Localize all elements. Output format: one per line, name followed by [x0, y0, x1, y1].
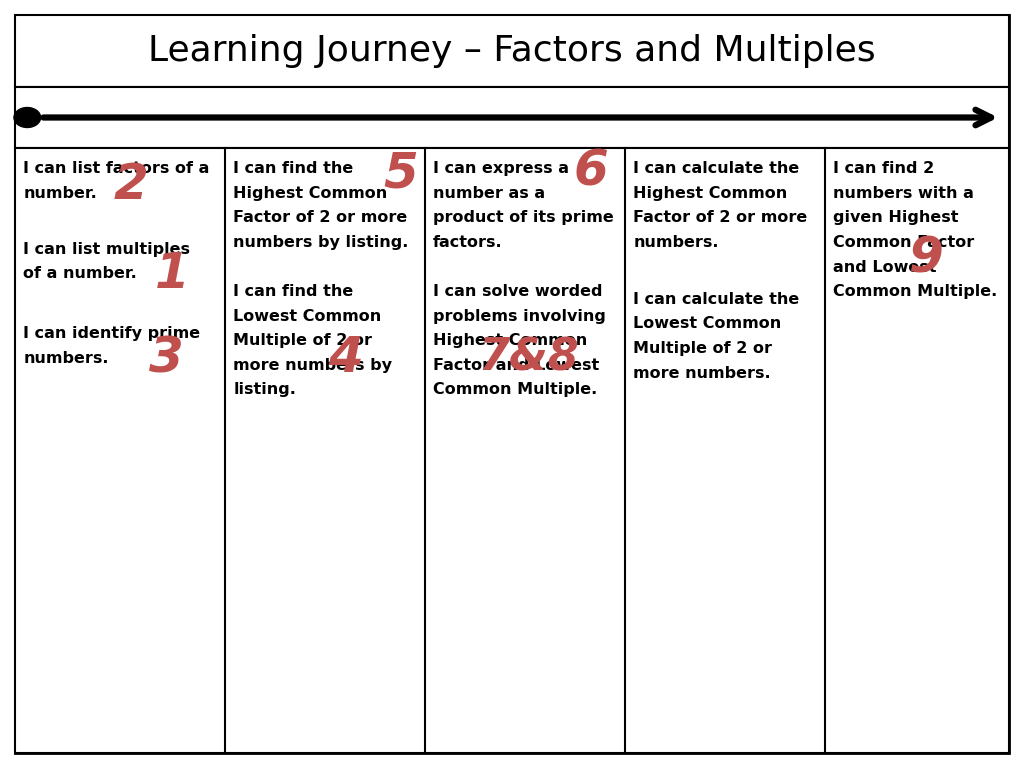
Text: I can calculate the: I can calculate the	[633, 161, 800, 177]
Text: I can list multiples: I can list multiples	[24, 242, 190, 257]
Text: Common Multiple.: Common Multiple.	[433, 382, 597, 398]
Text: numbers.: numbers.	[633, 235, 719, 250]
Text: product of its prime: product of its prime	[433, 210, 614, 226]
Text: I can express a: I can express a	[433, 161, 569, 177]
Text: Factor of 2 or more: Factor of 2 or more	[233, 210, 408, 226]
Text: number as a: number as a	[433, 186, 546, 201]
Text: more numbers.: more numbers.	[633, 366, 771, 381]
Text: 2: 2	[113, 161, 147, 209]
Text: 9: 9	[909, 234, 943, 283]
Text: I can solve worded: I can solve worded	[433, 284, 603, 300]
Text: more numbers by: more numbers by	[233, 358, 392, 373]
Text: Factor of 2 or more: Factor of 2 or more	[633, 210, 808, 226]
Text: Common Multiple.: Common Multiple.	[834, 284, 997, 300]
Text: of a number.: of a number.	[24, 266, 137, 282]
Text: 6: 6	[573, 147, 608, 195]
Text: and Lowest: and Lowest	[834, 260, 937, 275]
Text: 4: 4	[328, 334, 362, 382]
Text: Highest Common: Highest Common	[433, 333, 588, 349]
Text: Multiple of 2 or: Multiple of 2 or	[633, 341, 772, 356]
Text: I can find 2: I can find 2	[834, 161, 935, 177]
Text: number.: number.	[24, 186, 97, 201]
Text: numbers with a: numbers with a	[834, 186, 974, 201]
Text: given Highest: given Highest	[834, 210, 958, 226]
Text: Factor and Lowest: Factor and Lowest	[433, 358, 599, 373]
Text: I can calculate the: I can calculate the	[633, 292, 800, 307]
Text: Learning Journey – Factors and Multiples: Learning Journey – Factors and Multiples	[148, 34, 876, 68]
Text: Common Factor: Common Factor	[834, 235, 975, 250]
Bar	[15, 15, 1009, 87]
Text: Lowest Common: Lowest Common	[233, 309, 382, 324]
Text: numbers.: numbers.	[24, 351, 109, 366]
Text: I can identify prime: I can identify prime	[24, 326, 201, 342]
Text: 5: 5	[384, 150, 419, 198]
Text: 7&8: 7&8	[478, 336, 580, 379]
Bar	[15, 87, 1009, 148]
Text: Lowest Common: Lowest Common	[633, 316, 781, 332]
Text: numbers by listing.: numbers by listing.	[233, 235, 409, 250]
Text: Highest Common: Highest Common	[633, 186, 787, 201]
Text: I can find the: I can find the	[233, 284, 353, 300]
Text: Multiple of 2 or: Multiple of 2 or	[233, 333, 372, 349]
Text: problems involving: problems involving	[433, 309, 606, 324]
Bar	[15, 148, 1009, 753]
Circle shape	[14, 108, 41, 127]
Text: listing.: listing.	[233, 382, 296, 398]
Text: 1: 1	[155, 250, 189, 297]
Text: Highest Common: Highest Common	[233, 186, 387, 201]
Text: I can find the: I can find the	[233, 161, 353, 177]
Text: I can list factors of a: I can list factors of a	[24, 161, 210, 177]
Text: 3: 3	[148, 334, 183, 382]
Text: factors.: factors.	[433, 235, 503, 250]
